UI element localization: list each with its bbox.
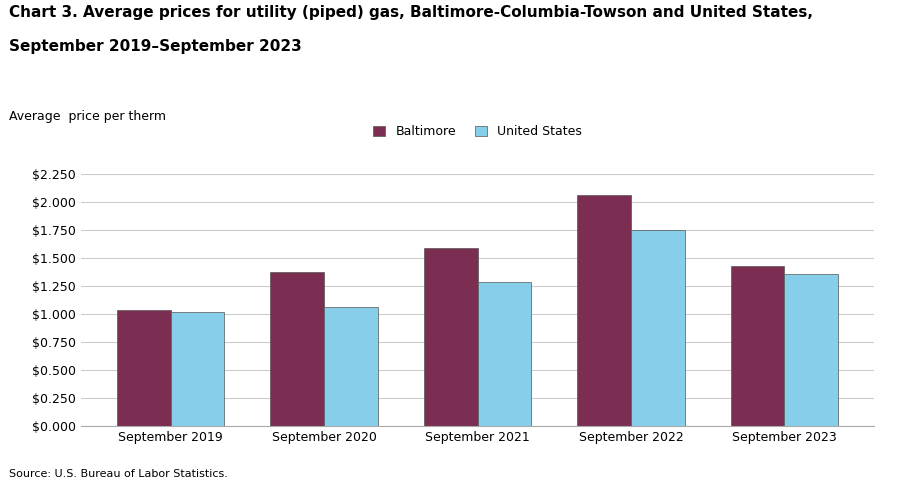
- Bar: [731, 266, 784, 426]
- Text: Chart 3. Average prices for utility (piped) gas, Baltimore-Columbia-Towson and U: Chart 3. Average prices for utility (pip…: [9, 5, 813, 20]
- Bar: [117, 310, 171, 426]
- Bar: [423, 248, 478, 426]
- Bar: [631, 230, 685, 426]
- Text: Source: U.S. Bureau of Labor Statistics.: Source: U.S. Bureau of Labor Statistics.: [9, 469, 228, 479]
- Bar: [784, 274, 838, 426]
- Text: September 2019–September 2023: September 2019–September 2023: [9, 39, 302, 54]
- Bar: [578, 195, 631, 426]
- Legend: Baltimore, United States: Baltimore, United States: [373, 125, 582, 138]
- Bar: [171, 312, 224, 426]
- Text: Average  price per therm: Average price per therm: [9, 110, 166, 123]
- Bar: [478, 282, 532, 426]
- Bar: [270, 272, 324, 426]
- Bar: [324, 307, 378, 426]
